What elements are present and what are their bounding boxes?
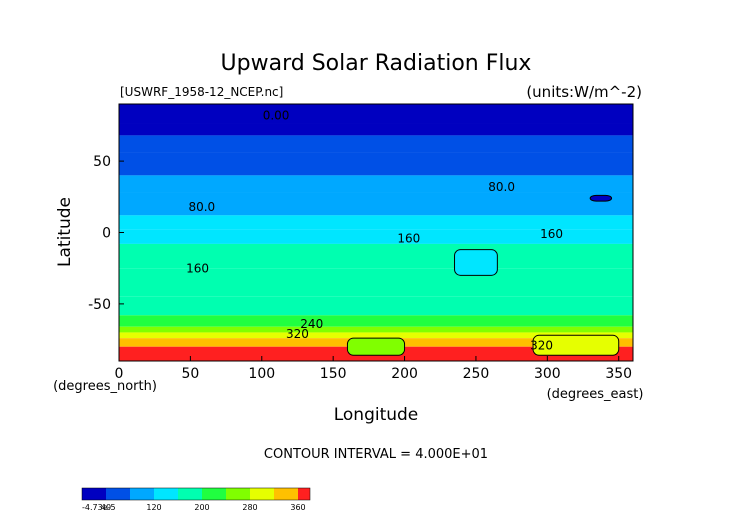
contour-label: 320	[286, 327, 309, 341]
contour-label: 80.0	[488, 180, 515, 194]
x-unit-label: (degrees_east)	[547, 387, 644, 402]
heatmap-band	[119, 104, 633, 124]
colorbar-frame	[81, 487, 311, 501]
contour-label: 240	[300, 317, 323, 331]
heatmap-band	[119, 192, 633, 216]
y-tick-label: -50	[88, 297, 111, 313]
heatmap-band	[119, 296, 633, 316]
colorbar-tick-label: 360	[290, 503, 305, 512]
x-tick-label: 0	[115, 366, 124, 382]
colorbar-swatch	[130, 488, 154, 500]
y-tick-label: 0	[102, 226, 111, 242]
heatmap-band	[119, 326, 633, 333]
contour-label: 80.0	[188, 200, 215, 214]
heatmap-band	[119, 268, 633, 297]
x-tick-label: 150	[320, 366, 347, 382]
y-tick-label: 50	[93, 154, 111, 170]
colorbar-swatch	[298, 488, 310, 500]
heatmap-patch	[589, 194, 613, 202]
y-axis-label: Latitude	[55, 197, 75, 267]
contour-label: 160	[186, 261, 209, 275]
colorbar-swatch	[202, 488, 226, 500]
x-tick-label: 300	[534, 366, 561, 382]
colorbar-tick-label: 280	[242, 503, 257, 512]
x-tick-label: 100	[248, 366, 275, 382]
heatmap-band	[119, 123, 633, 136]
heatmap-patch	[346, 337, 406, 356]
chart-title: Upward Solar Radiation Flux	[221, 51, 532, 76]
contour-interval: CONTOUR INTERVAL = 4.000E+01	[264, 447, 488, 462]
y-unit-label: (degrees_north)	[53, 379, 157, 394]
colorbar: -4.73e-540 120 200 280 360	[81, 487, 311, 512]
colorbar-tick-label: 40	[101, 503, 111, 512]
heatmap-band	[119, 243, 633, 269]
colorbar-swatch	[106, 488, 130, 500]
x-axis-ticks: 0 50 100 150 200 250 300 350	[115, 356, 632, 382]
x-axis-label: Longitude	[334, 405, 419, 425]
heatmap-band	[119, 135, 633, 153]
heatmap-bands	[119, 104, 633, 361]
heatmap-patch	[454, 249, 498, 276]
heatmap-band	[119, 315, 633, 327]
y-axis-ticks: 50 0 -50	[88, 154, 124, 313]
heatmap-band	[119, 229, 633, 244]
colorbar-swatch	[274, 488, 298, 500]
colorbar-tick-label: -4.73e-5	[82, 503, 116, 512]
heatmap-band	[119, 175, 633, 193]
x-tick-label: 200	[391, 366, 418, 382]
contour-label: 160	[397, 231, 420, 245]
heatmap-band	[119, 152, 633, 176]
contour-label: 320	[530, 339, 553, 353]
x-tick-label: 50	[181, 366, 199, 382]
colorbar-swatch	[178, 488, 202, 500]
contour-label: 160	[540, 227, 563, 241]
heatmap-patch	[532, 334, 620, 356]
colorbar-swatch	[154, 488, 178, 500]
heatmap-band	[119, 332, 633, 339]
file-label: [USWRF_1958-12_NCEP.nc]	[120, 85, 283, 99]
colorbar-swatch	[82, 488, 106, 500]
colorbar-tick-label: 200	[194, 503, 209, 512]
x-tick-label: 250	[463, 366, 490, 382]
heatmap-patches	[346, 194, 620, 356]
contour-label: 0.00	[263, 109, 290, 123]
units-label: (units:W/m^-2)	[526, 83, 642, 101]
x-tick-label: 350	[605, 366, 632, 382]
colorbar-swatch	[250, 488, 274, 500]
heatmap-band	[119, 215, 633, 230]
colorbar-tick-label: 120	[146, 503, 161, 512]
colorbar-swatch	[226, 488, 250, 500]
